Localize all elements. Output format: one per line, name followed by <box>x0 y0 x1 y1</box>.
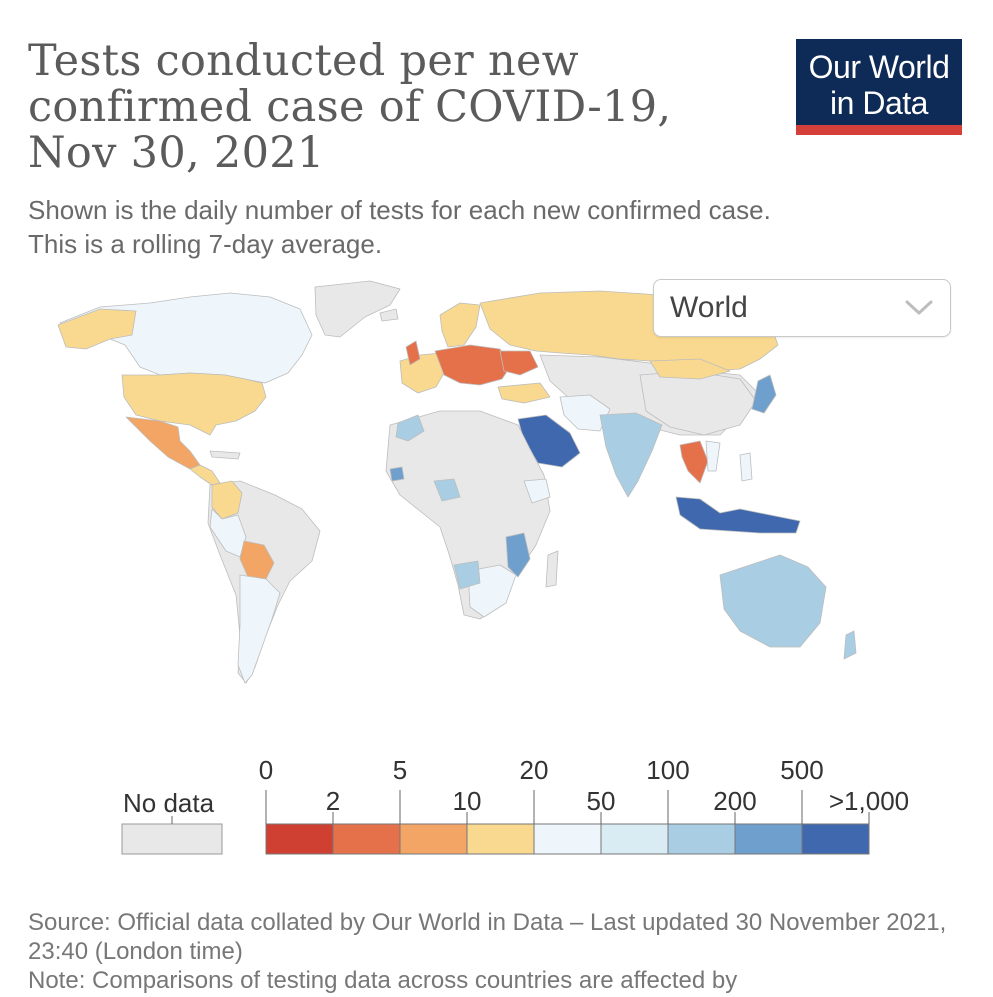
legend: No data 0 5 20 100 500 2 10 50 200 >1,000 <box>0 750 993 870</box>
region-indonesia[interactable] <box>675 496 801 534</box>
legend-no-data-label: No data <box>123 788 215 818</box>
region-nigeria[interactable] <box>433 478 461 502</box>
region-iceland[interactable] <box>379 308 399 322</box>
region-india[interactable] <box>599 412 663 498</box>
region-central-europe[interactable] <box>434 344 511 386</box>
region-iran[interactable] <box>559 394 611 432</box>
region-dropdown-value: World <box>670 291 748 324</box>
region-new-zealand[interactable] <box>843 630 857 660</box>
legend-no-data-swatch <box>121 823 223 855</box>
footer: Source: Official data collated by Our Wo… <box>28 908 968 995</box>
region-morocco[interactable] <box>395 414 425 442</box>
legend-swatch-1 <box>332 823 401 855</box>
region-australia[interactable] <box>719 554 827 648</box>
region-philippines[interactable] <box>739 452 753 482</box>
world-map[interactable] <box>40 275 920 705</box>
source-note: Source: Official data collated by Our Wo… <box>28 909 947 965</box>
legend-lower-tick-label: 50 <box>586 786 616 816</box>
legend-lower-tick-label: 10 <box>452 786 482 816</box>
region-western-europe[interactable] <box>399 352 445 394</box>
chart-title: Tests conducted per new confirmed case o… <box>28 36 672 178</box>
region-africa[interactable] <box>385 410 551 620</box>
world-map-svg <box>57 280 857 684</box>
region-mongolia[interactable] <box>649 358 731 380</box>
legend-swatch-8 <box>801 823 870 855</box>
comparison-note: Note: Comparisons of testing data across… <box>28 967 738 994</box>
legend-swatch-3 <box>466 823 535 855</box>
region-uk[interactable] <box>405 340 421 366</box>
region-japan[interactable] <box>751 374 777 414</box>
chevron-down-icon <box>904 298 934 323</box>
region-central-america[interactable] <box>189 464 221 486</box>
legend-upper-tick-label: 20 <box>519 755 549 785</box>
legend-swatch-4 <box>533 823 602 855</box>
legend-upper-tick-label: 500 <box>780 755 824 785</box>
legend-lower-tick-label: >1,000 <box>828 786 910 816</box>
region-thailand[interactable] <box>679 440 709 484</box>
logo-line-1: Our World <box>808 49 950 85</box>
region-ethiopia[interactable] <box>523 478 551 504</box>
owid-logo[interactable]: Our World in Data <box>796 39 962 135</box>
chart-subtitle: Shown is the daily number of tests for e… <box>28 193 928 261</box>
region-colombia[interactable] <box>211 480 243 520</box>
region-mozambique[interactable] <box>505 532 531 578</box>
region-argentina[interactable] <box>237 574 281 684</box>
legend-swatch-5 <box>600 823 669 855</box>
region-alaska[interactable] <box>57 308 137 350</box>
region-greenland[interactable] <box>314 280 401 338</box>
region-angola[interactable] <box>453 560 481 590</box>
region-scandinavia[interactable] <box>439 302 481 348</box>
logo-accent-bar <box>796 125 962 135</box>
legend-lower-tick-label: 2 <box>325 786 341 816</box>
region-united-states[interactable] <box>121 372 267 436</box>
legend-upper-tick-label: 5 <box>392 755 408 785</box>
legend-upper-tick-label: 0 <box>258 755 274 785</box>
logo-line-2: in Data <box>830 85 928 121</box>
region-senegal[interactable] <box>389 466 405 482</box>
region-madagascar[interactable] <box>545 550 559 588</box>
legend-lower-tick-label: 200 <box>713 786 757 816</box>
legend-upper-tick-label: 100 <box>646 755 690 785</box>
legend-swatches <box>121 790 870 855</box>
subtitle-line-2: This is a rolling 7-day average. <box>28 229 383 259</box>
region-dropdown[interactable]: World <box>653 279 951 337</box>
region-turkey[interactable] <box>497 382 551 404</box>
legend-swatch-7 <box>734 823 803 855</box>
legend-swatch-6 <box>667 823 736 855</box>
subtitle-line-1: Shown is the daily number of tests for e… <box>28 195 771 225</box>
region-caribbean[interactable] <box>209 450 241 460</box>
region-ukraine[interactable] <box>499 350 539 376</box>
legend-swatch-2 <box>399 823 468 855</box>
region-southern-africa[interactable] <box>467 564 517 618</box>
legend-swatch-0 <box>265 823 334 855</box>
region-vietnam[interactable] <box>705 440 721 472</box>
